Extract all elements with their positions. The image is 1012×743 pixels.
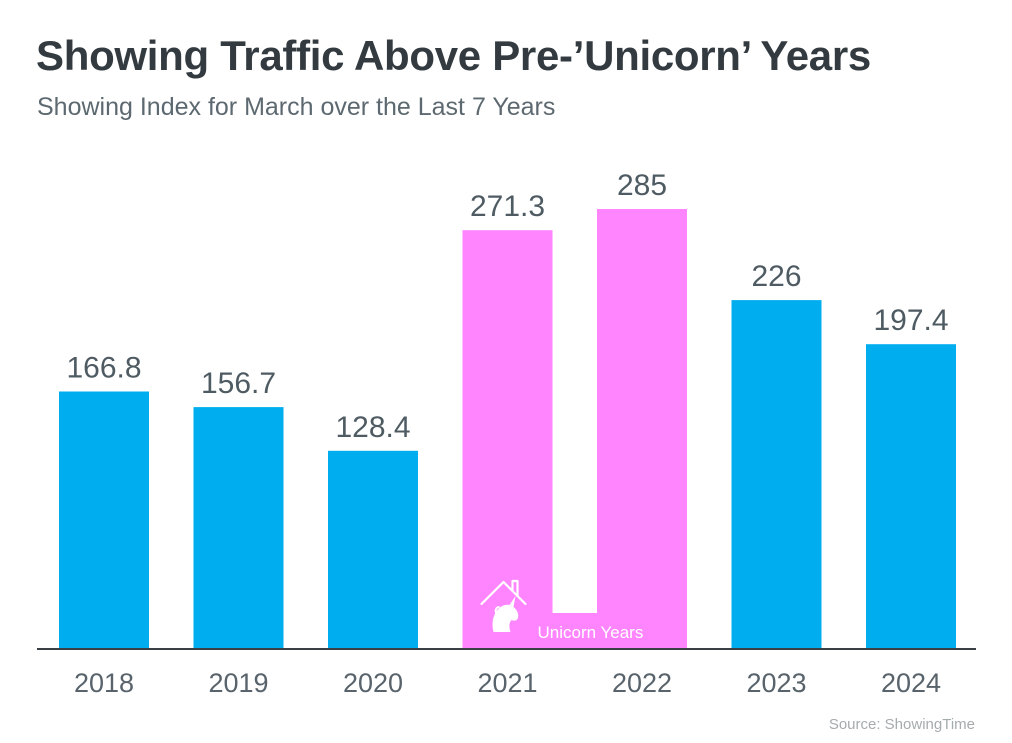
page-subtitle: Showing Index for March over the Last 7 … bbox=[37, 93, 556, 121]
data-label-2022: 285 bbox=[617, 169, 667, 202]
x-tick-2020: 2020 bbox=[343, 668, 403, 698]
source-note: Source: ShowingTime bbox=[828, 716, 975, 733]
bar-2023 bbox=[731, 300, 822, 649]
page-title: Showing Traffic Above Pre-’Unicorn’ Year… bbox=[36, 32, 871, 79]
data-label-2018: 166.8 bbox=[66, 352, 141, 385]
x-tick-2021: 2021 bbox=[477, 668, 537, 698]
x-tick-2018: 2018 bbox=[74, 668, 134, 698]
data-label-2019: 156.7 bbox=[201, 367, 276, 400]
x-tick-2023: 2023 bbox=[746, 668, 806, 698]
data-label-2023: 226 bbox=[751, 260, 801, 293]
unicorn-house-icon bbox=[480, 579, 527, 632]
bar-2024 bbox=[866, 344, 956, 649]
x-tick-2024: 2024 bbox=[881, 668, 941, 698]
unicorn-years-label: Unicorn Years bbox=[538, 623, 644, 642]
bar-2020 bbox=[328, 450, 418, 649]
bar-2021 bbox=[462, 230, 553, 649]
bar-2019 bbox=[193, 407, 284, 649]
bar-2022 bbox=[597, 209, 687, 649]
data-label-2024: 197.4 bbox=[873, 304, 948, 337]
x-tick-2022: 2022 bbox=[612, 668, 672, 698]
x-tick-2019: 2019 bbox=[208, 668, 268, 698]
data-label-2020: 128.4 bbox=[335, 411, 410, 444]
data-label-2021: 271.3 bbox=[470, 190, 545, 223]
bar-2018 bbox=[59, 391, 149, 649]
